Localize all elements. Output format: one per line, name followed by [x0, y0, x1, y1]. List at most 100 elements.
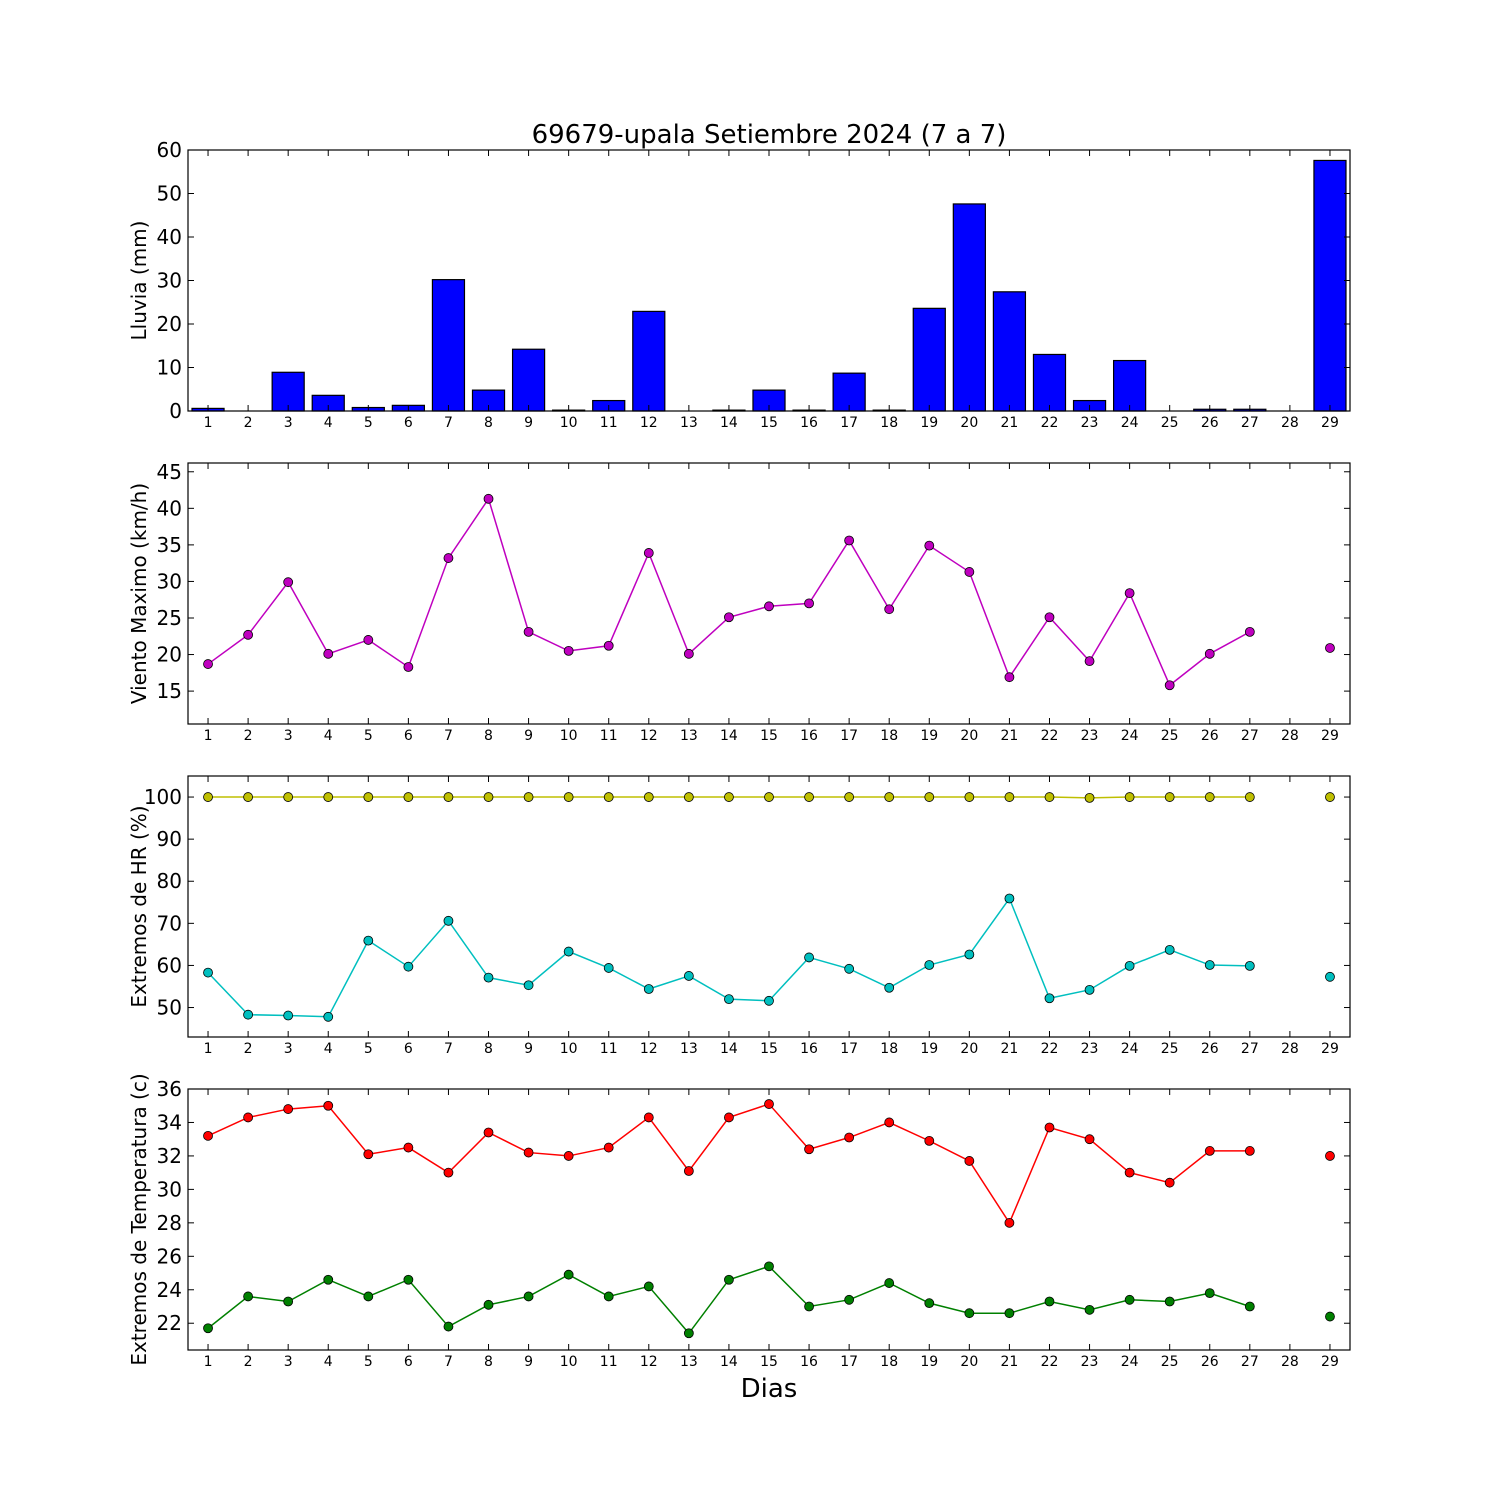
x-tick-label: 21 [1000, 1354, 1018, 1370]
series-1-point-day-20 [964, 792, 975, 802]
x-tick-label: 27 [1241, 728, 1259, 744]
bar-day-19 [912, 307, 946, 412]
y-tick-label: 90 [157, 827, 182, 851]
y-tick-label: 100 [144, 785, 182, 809]
x-tick-label: 22 [1041, 1041, 1059, 1057]
series-2-point-day-20 [964, 949, 975, 960]
x-tick-label: 27 [1241, 1041, 1259, 1057]
series-2-point-day-8 [483, 1299, 494, 1310]
series-1-point-day-18 [884, 604, 895, 615]
x-tick-label: 20 [960, 415, 978, 431]
series-2-point-day-17 [844, 963, 855, 974]
x-tick-label: 18 [880, 728, 898, 744]
x-tick-label: 12 [640, 1041, 658, 1057]
x-tick-label: 28 [1281, 1041, 1299, 1057]
series-2-point-day-5 [363, 1291, 374, 1302]
x-tick-label: 22 [1041, 728, 1059, 744]
x-tick-label: 10 [560, 1041, 578, 1057]
x-tick-label: 25 [1161, 1041, 1179, 1057]
x-tick-label: 11 [600, 1354, 618, 1370]
bar-day-20 [952, 203, 986, 412]
x-tick-label: 3 [284, 1354, 293, 1370]
series-1-point-day-7 [443, 792, 454, 802]
series-1-point-day-2 [243, 629, 254, 640]
series-2-point-day-21 [1004, 1308, 1015, 1319]
x-tick-label: 2 [244, 1354, 253, 1370]
x-tick-label: 12 [640, 1354, 658, 1370]
x-tick-label: 21 [1000, 728, 1018, 744]
series-2-point-day-19 [924, 960, 935, 970]
series-2-point-day-11 [603, 963, 614, 973]
x-tick-label: 20 [960, 1041, 978, 1057]
series-1-point-day-12 [643, 792, 654, 802]
series-1-point-day-16 [804, 598, 814, 609]
x-tick-label: 12 [640, 728, 658, 744]
x-tick-label: 17 [840, 415, 858, 431]
series-2-point-day-2 [243, 1009, 254, 1020]
x-tick-label: 8 [484, 1041, 493, 1057]
x-tick-label: 3 [284, 1041, 293, 1057]
axes-frame [187, 462, 1351, 725]
series-2-point-day-9 [523, 980, 534, 991]
series-1-point-day-24 [1124, 588, 1135, 599]
bar-day-12 [632, 310, 666, 412]
series-1-point-day-24 [1124, 792, 1135, 802]
series-1-point-day-22 [1044, 792, 1055, 802]
x-tick-label: 11 [600, 728, 618, 744]
series-1-point-day-3 [283, 1104, 294, 1114]
series-2-point-day-1 [203, 967, 213, 978]
series-2-point-day-4 [323, 1011, 334, 1022]
x-tick-label: 3 [284, 728, 293, 744]
series-1-point-day-16 [804, 1144, 814, 1155]
series-2-point-day-13 [683, 971, 694, 981]
series-2-point-day-18 [884, 982, 895, 993]
x-tick-label: 10 [560, 1354, 578, 1370]
series-2-point-day-11 [603, 1291, 614, 1302]
x-tick-label: 13 [680, 1041, 698, 1057]
x-tick-label: 7 [444, 415, 453, 431]
series-2-point-day-21 [1004, 893, 1015, 904]
x-tick-label: 13 [680, 728, 698, 744]
y-tick-label: 24 [157, 1278, 182, 1302]
series-1-point-day-5 [363, 1149, 374, 1160]
series-2-point-day-10 [563, 946, 574, 957]
x-tick-label: 15 [760, 415, 778, 431]
series-1-point-day-14 [724, 1112, 734, 1123]
y-tick-label: 30 [157, 1177, 182, 1201]
x-tick-label: 23 [1081, 1041, 1099, 1057]
x-tick-label: 28 [1281, 415, 1299, 431]
x-tick-label: 6 [404, 728, 413, 744]
x-tick-label: 8 [484, 1354, 493, 1370]
series-1-point-day-5 [363, 635, 374, 645]
series-2-point-day-29 [1325, 1311, 1335, 1322]
bar-day-22 [1032, 353, 1067, 412]
y-tick-label: 15 [157, 679, 182, 703]
series-2-point-day-5 [363, 935, 374, 946]
y-tick-label: 20 [157, 312, 182, 336]
x-tick-label: 10 [560, 728, 578, 744]
y-tick-label: 20 [157, 643, 182, 667]
x-tick-label: 28 [1281, 1354, 1299, 1370]
bar-day-7 [431, 279, 466, 412]
x-tick-label: 7 [444, 1041, 453, 1057]
y-tick-label: 40 [157, 496, 182, 520]
series-1-point-day-23 [1084, 1134, 1095, 1145]
y-tick-label: 50 [157, 996, 182, 1020]
x-tick-label: 4 [324, 1354, 333, 1370]
x-tick-label: 22 [1041, 1354, 1059, 1370]
series-1-point-day-3 [283, 577, 294, 588]
series-1-point-day-6 [403, 1142, 414, 1153]
series-1-point-day-12 [643, 548, 654, 558]
series-2-point-day-7 [443, 1321, 454, 1332]
x-tick-label: 18 [880, 1354, 898, 1370]
x-tick-label: 24 [1121, 415, 1139, 431]
x-tick-label: 11 [600, 415, 618, 431]
x-tick-label: 24 [1121, 1354, 1139, 1370]
series-1-point-day-17 [844, 1132, 855, 1143]
series-1-point-day-9 [523, 1147, 534, 1158]
x-tick-label: 26 [1201, 415, 1219, 431]
series-1-point-day-15 [764, 601, 774, 612]
series-1-point-day-27 [1244, 1146, 1255, 1156]
